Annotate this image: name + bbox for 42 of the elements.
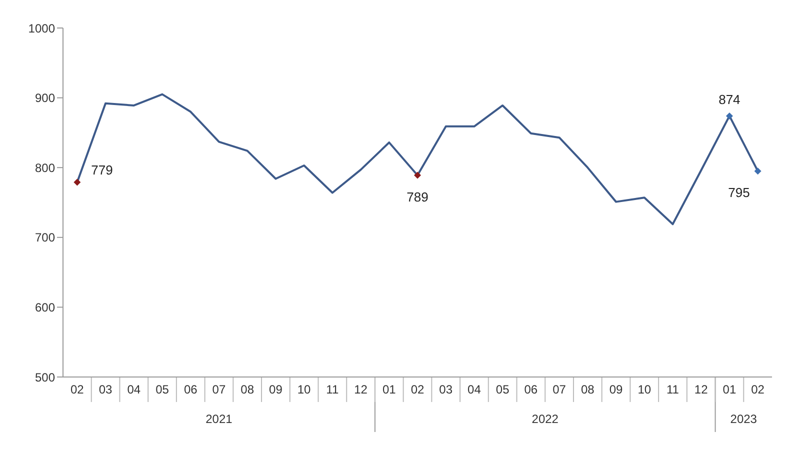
x-tick-label: 01 (722, 382, 736, 397)
x-tick-label: 12 (694, 382, 708, 397)
y-tick-label: 700 (34, 230, 56, 245)
text: 2021 (206, 412, 233, 426)
x-tick-label: 04 (468, 382, 482, 397)
x-tick-label: 05 (496, 382, 510, 397)
y-tick-label: 800 (34, 160, 56, 175)
point (74, 178, 81, 186)
x-tick-label: 02 (751, 382, 765, 397)
x-tick-label: 08 (580, 382, 595, 397)
x-tick-label: 11 (666, 382, 680, 397)
x-tick-label: 10 (297, 382, 312, 397)
x-tick-label: 09 (609, 382, 624, 397)
y-tick-label: 500 (34, 370, 56, 384)
text: 2022 (532, 412, 559, 426)
data-label: 789 (406, 189, 428, 204)
y-tick-label: 900 (34, 91, 56, 106)
y-tick-label: 600 (34, 300, 56, 314)
x-tick-label: 07 (212, 382, 226, 397)
point (726, 112, 733, 120)
x-tick-label: 02 (410, 382, 424, 397)
x-tick-label: 04 (127, 382, 141, 397)
x-tick-label: 06 (184, 382, 198, 397)
x-tick-label: 06 (524, 382, 538, 397)
x-tick-label: 03 (98, 382, 113, 397)
x-tick-label: 09 (269, 382, 283, 397)
x-tick-label: 08 (240, 382, 254, 397)
x-tick-label: 07 (552, 382, 566, 397)
x-tick-label: 01 (382, 382, 396, 397)
point (754, 168, 762, 175)
point (414, 172, 421, 179)
x-tick-label: 10 (638, 382, 652, 397)
text: 2023 (730, 412, 758, 426)
y-tick-label: 1000 (28, 21, 56, 36)
data-label: 795 (728, 185, 750, 200)
data-label: 874 (718, 92, 740, 107)
x-tick-label: 02 (70, 382, 84, 397)
data-label: 779 (91, 162, 113, 178)
x-tick-label: 12 (354, 382, 368, 397)
x-tick-label: 03 (439, 382, 453, 397)
x-tick-label: 11 (326, 382, 339, 397)
x-tick-label: 05 (156, 382, 170, 397)
